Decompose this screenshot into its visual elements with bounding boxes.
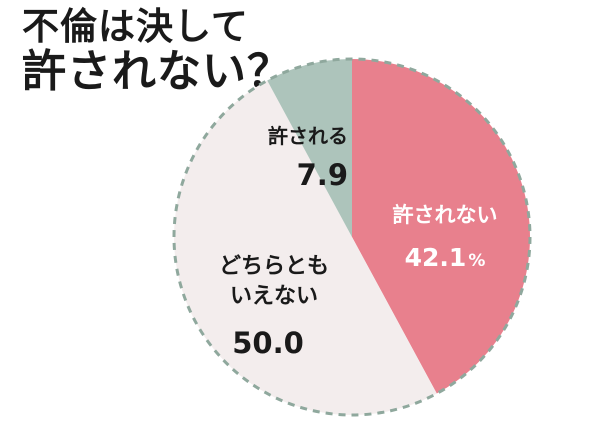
slice-value-forgiven: 7.9	[297, 158, 348, 192]
slice-value-neither: 50.0	[232, 326, 304, 360]
pie-slice-neither	[173, 80, 437, 416]
pie-slices	[173, 59, 531, 416]
slice-label-not-forgiven: 許されない	[393, 203, 498, 227]
slice-value-not-forgiven: 42.1%	[405, 243, 486, 272]
chart-title: 不倫は決して 許されない？	[22, 5, 292, 97]
slice-value-number-not-forgiven: 42.1	[405, 243, 467, 272]
pie-slice-forgiven	[267, 59, 352, 237]
slice-label-forgiven: 許される	[268, 124, 348, 148]
slice-label-neither-line-1: どちらとも	[219, 254, 329, 279]
slice-value-unit-not-forgiven: %	[468, 251, 485, 271]
pie-slice-not-forgiven	[352, 59, 531, 394]
chart-title-line-2: 許されない？	[22, 45, 292, 97]
slice-label-neither-line-2: いえない	[230, 284, 318, 309]
chart-title-line-1: 不倫は決して	[22, 5, 249, 48]
pie-dashed-outline	[172, 57, 532, 417]
